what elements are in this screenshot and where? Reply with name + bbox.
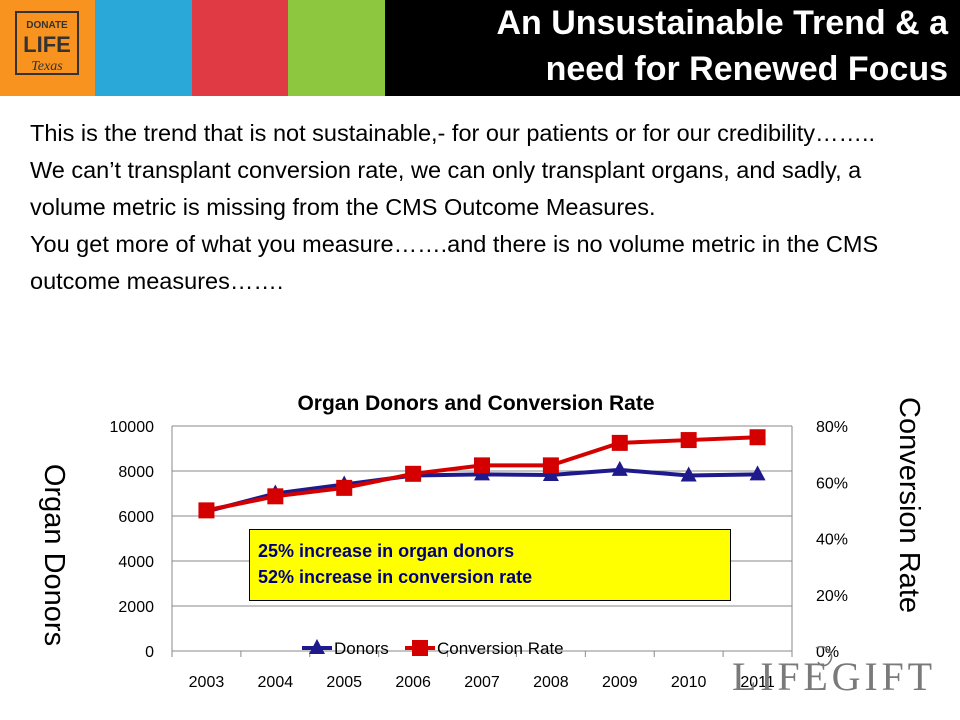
- chart-series: [198, 429, 766, 519]
- band-green: [288, 0, 385, 96]
- conversion-rate-point: [680, 432, 697, 449]
- x-tick-label: 2005: [326, 674, 362, 691]
- lifegift-text: LIFEGIFT: [732, 654, 932, 699]
- x-tick-label: 2003: [189, 674, 225, 691]
- y2-tick-label: 0%: [816, 644, 839, 661]
- y2-tick-label: 40%: [816, 532, 848, 549]
- donors-point: [611, 460, 628, 476]
- conversion-rate-point: [474, 457, 490, 474]
- conversion-rate-point: [198, 502, 215, 519]
- callout-line-1: 25% increase in organ donors: [258, 541, 515, 561]
- paragraph-2: We can’t transplant conversion rate, we …: [30, 157, 862, 220]
- chart-legend: Donors Conversion Rate: [302, 639, 564, 658]
- conversion-rate-point: [336, 479, 353, 496]
- y-tick-label: 6000: [118, 509, 154, 526]
- title-line-1: An Unsustainable Trend & a: [496, 4, 948, 42]
- conversion-rate-point: [405, 465, 422, 482]
- x-tick-label: 2007: [464, 674, 500, 691]
- y-tick-label: 8000: [118, 464, 154, 481]
- x-tick-label: 2008: [533, 674, 569, 691]
- legend-donors-marker: [309, 639, 325, 654]
- band-red: [192, 0, 288, 96]
- donors-point: [542, 466, 559, 482]
- y-tick-label: 4000: [118, 554, 154, 571]
- callout-line-2: 52% increase in conversion rate: [258, 567, 533, 587]
- body-text: This is the trend that is not sustainabl…: [30, 115, 930, 300]
- conversion-rate-point: [267, 488, 284, 505]
- paragraph-3: You get more of what you measure…….and t…: [30, 231, 879, 294]
- legend-donors-label: Donors: [334, 639, 389, 658]
- donors-point: [680, 466, 697, 482]
- lifegift-logo: LIFEGIFT: [732, 645, 932, 699]
- legend-conversion-rate-label: Conversion Rate: [437, 639, 564, 658]
- lifegift-hand-icon: [815, 645, 833, 667]
- paragraph-1: This is the trend that is not sustainabl…: [30, 120, 876, 146]
- y2-axis-label: Conversion Rate: [893, 397, 925, 613]
- slide-title: An Unsustainable Trend & a need for Rene…: [385, 0, 960, 96]
- conversion-rate-point: [611, 434, 628, 451]
- band-blue: [95, 0, 192, 96]
- x-tick-label: 2004: [258, 674, 294, 691]
- y-axis-label: Organ Donors: [38, 464, 70, 646]
- y-tick-label: 2000: [118, 599, 154, 616]
- x-tick-label: 2009: [602, 674, 638, 691]
- donors-conversion-chart: Organ Donors and Conversion Rate Organ D…: [38, 392, 925, 691]
- donors-point: [749, 465, 766, 481]
- x-tick-label: 2011: [740, 674, 775, 691]
- logo-line-2: LIFE: [23, 32, 71, 57]
- logo-line-3: Texas: [31, 59, 63, 74]
- chart-title: Organ Donors and Conversion Rate: [297, 392, 654, 415]
- x-tick-label: 2006: [395, 674, 431, 691]
- y2-tick-label: 80%: [816, 419, 848, 436]
- title-line-2: need for Renewed Focus: [545, 50, 948, 88]
- legend-conversion-rate-marker: [412, 640, 428, 656]
- chart-axes: 0 2000 4000 6000 8000 10000 0% 20% 40% 60% 80% 2003…: [110, 419, 849, 691]
- y-tick-label: 10000: [110, 419, 155, 436]
- conversion-rate-point: [542, 457, 559, 474]
- y2-tick-label: 60%: [816, 475, 848, 492]
- donate-life-texas-logo: DONATE LIFE Texas: [15, 11, 79, 75]
- y-tick-label: 0: [145, 644, 154, 661]
- y2-tick-label: 20%: [816, 588, 848, 605]
- conversion-rate-point: [749, 429, 766, 446]
- callout-box: 25% increase in organ donors 52% increas…: [249, 529, 731, 601]
- x-tick-label: 2010: [671, 674, 707, 691]
- logo-line-1: DONATE: [26, 20, 68, 31]
